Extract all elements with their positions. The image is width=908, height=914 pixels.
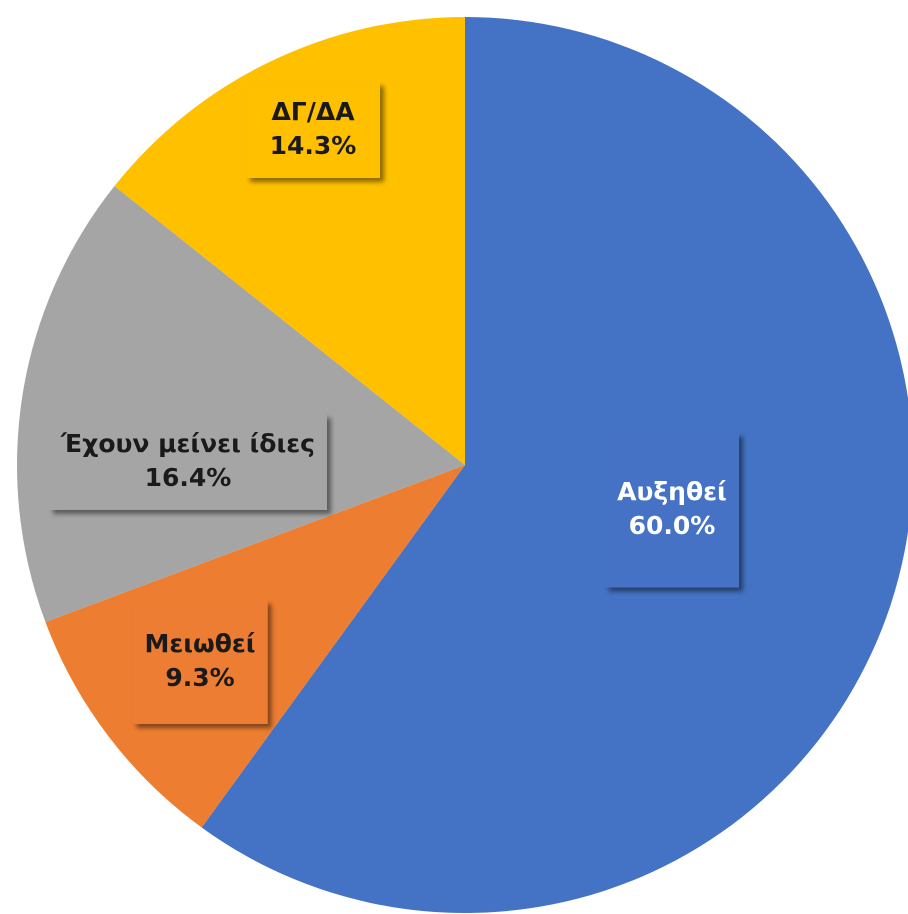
label-name: Έχουν μείνει ίδιες [60,429,315,458]
data-label: Αυξηθεί 60.0% [605,432,739,588]
label-box [246,82,380,178]
data-label: Μειωθεί 9.3% [132,600,268,724]
label-value: 9.3% [165,663,234,692]
pie-slice [201,17,908,913]
label-name: ΔΓ/ΔΑ [271,97,355,126]
label-name: Μειωθεί [144,629,255,658]
label-box [49,414,327,510]
pie-slice [17,185,465,623]
label-box [132,600,268,724]
label-name: Αυξηθεί [617,477,727,506]
label-value: 14.3% [270,131,357,160]
label-value: 60.0% [629,511,716,540]
label-box [605,432,739,588]
label-value: 16.4% [145,463,232,492]
data-label: Έχουν μείνει ίδιες 16.4% [49,414,327,510]
data-label: ΔΓ/ΔΑ 14.3% [246,82,380,178]
